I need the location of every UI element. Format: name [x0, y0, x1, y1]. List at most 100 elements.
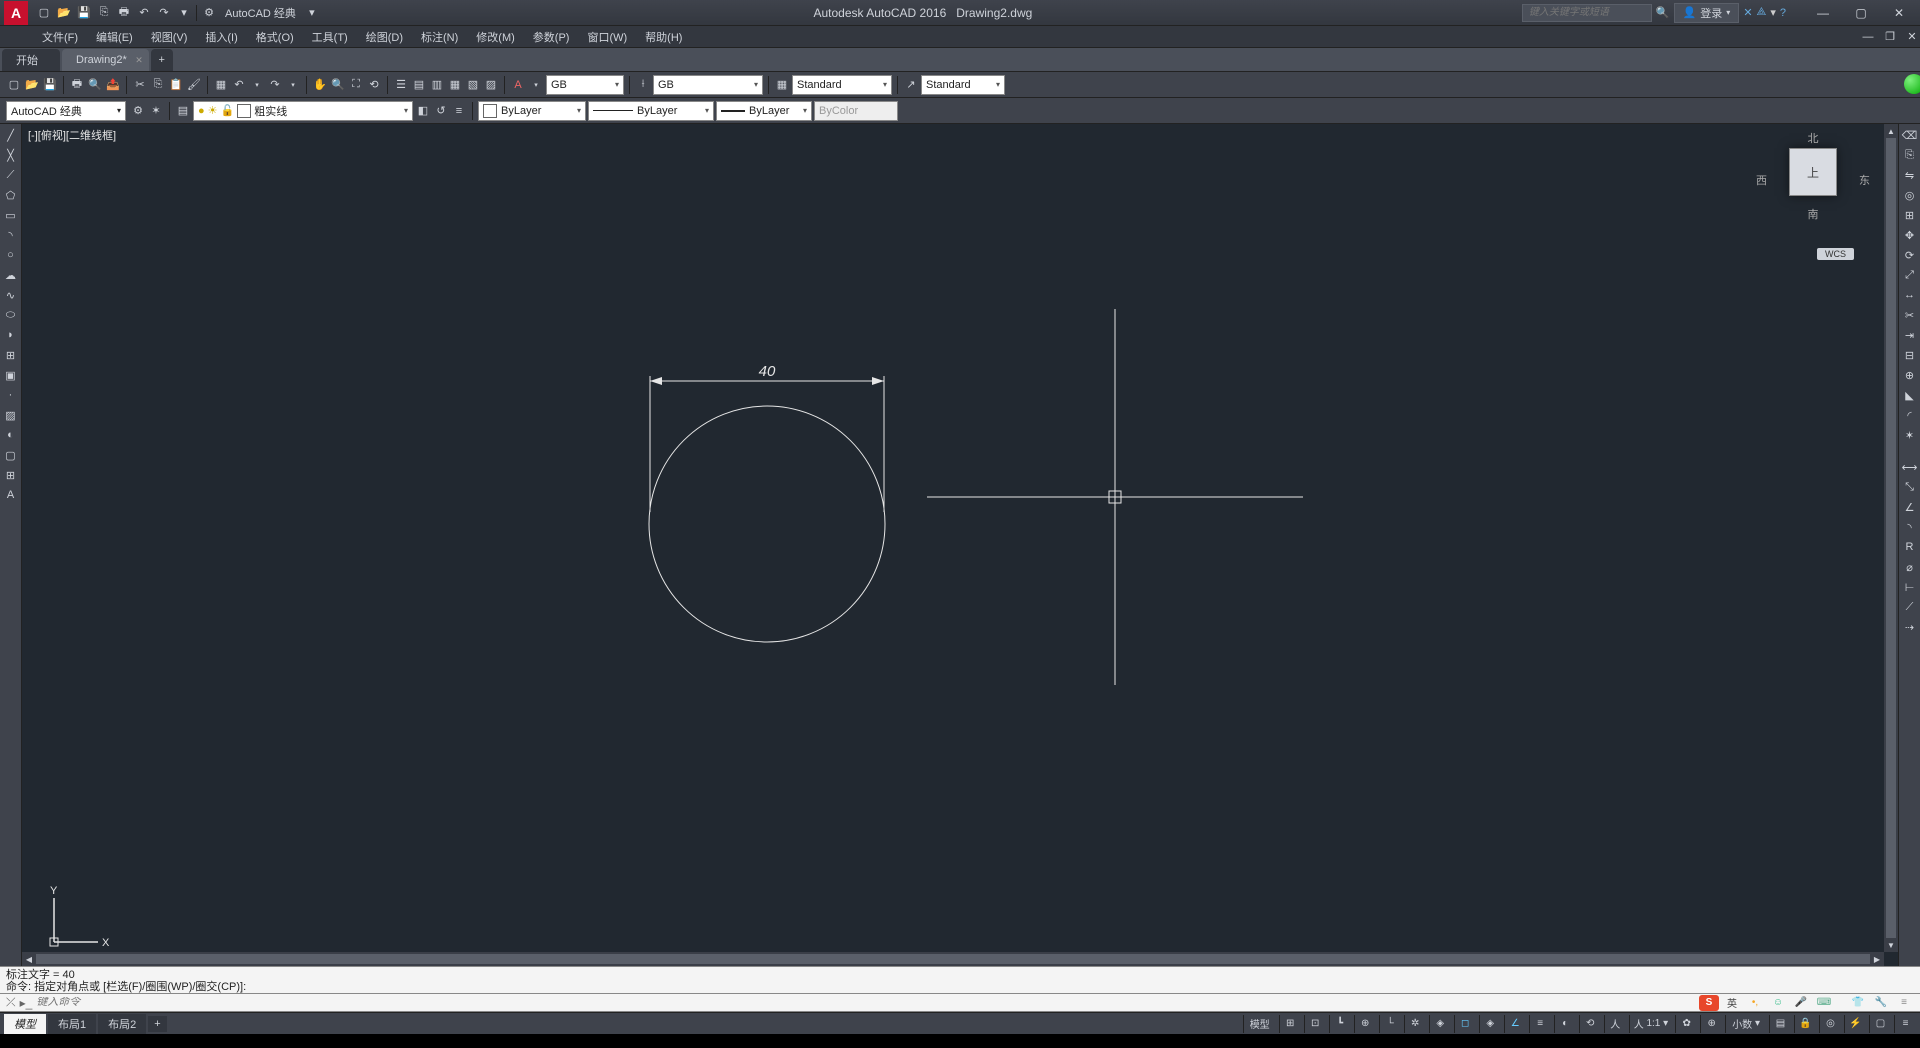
tab-close-icon[interactable]: ✕	[135, 55, 143, 66]
workspace-gear-icon[interactable]: ⚙	[201, 5, 217, 21]
otrack-icon[interactable]: ∠	[1504, 1015, 1526, 1033]
new-icon[interactable]: ▢	[36, 5, 52, 21]
scroll-thumb-h[interactable]	[36, 954, 1870, 964]
matchprop-icon[interactable]: 🖌	[186, 77, 202, 93]
ime-punct-icon[interactable]: •,	[1745, 995, 1765, 1011]
menu-modify[interactable]: 修改(M)	[470, 27, 521, 47]
spline-icon[interactable]: ∿	[2, 286, 20, 304]
tp-icon[interactable]: ▥	[429, 77, 445, 93]
selection-cycle-icon[interactable]: ⟲	[1579, 1015, 1601, 1033]
stretch-icon[interactable]: ↔	[1901, 286, 1919, 304]
lwt-icon[interactable]: ≡	[1529, 1015, 1551, 1033]
doc-restore-icon[interactable]: ❐	[1882, 29, 1898, 45]
chamfer-icon[interactable]: ◣	[1901, 386, 1919, 404]
wcs-badge[interactable]: WCS	[1817, 248, 1854, 260]
scroll-right-icon[interactable]: ▶	[1870, 952, 1884, 966]
cut-icon[interactable]: ✂	[132, 77, 148, 93]
ime-tool-icon[interactable]: 🔧	[1871, 995, 1891, 1011]
array-icon[interactable]: ⊞	[1901, 206, 1919, 224]
menu-edit[interactable]: 编辑(E)	[90, 27, 139, 47]
search-icon[interactable]: 🔍	[1656, 6, 1670, 19]
wssave-icon[interactable]: ✶	[148, 103, 164, 119]
tablestyle-icon[interactable]: ▦	[774, 77, 790, 93]
dimstyle-dropdown[interactable]: GB▾	[653, 75, 763, 95]
textstyle-icon[interactable]: A	[510, 77, 526, 93]
region-icon[interactable]: ▢	[2, 446, 20, 464]
zoom-icon[interactable]: 🔍	[330, 77, 346, 93]
view-cube[interactable]: 北 西 上 东 南	[1758, 130, 1868, 240]
menu-parametric[interactable]: 参数(P)	[527, 27, 576, 47]
menu-draw[interactable]: 绘图(D)	[360, 27, 409, 47]
dim-aligned-icon[interactable]: ⤡	[1901, 478, 1919, 496]
ime-menu-icon[interactable]: ≡	[1894, 995, 1914, 1011]
move-icon[interactable]: ✥	[1901, 226, 1919, 244]
annotation-scale-icon[interactable]: 人	[1604, 1015, 1626, 1033]
layer-dropdown[interactable]: ● ☀ 🔓 粗实线 ▾	[193, 101, 413, 121]
preview-icon[interactable]: 🔍	[87, 77, 103, 93]
textstyle-dropdown[interactable]: GB▾	[546, 75, 624, 95]
viewcube-east[interactable]: 东	[1859, 172, 1870, 188]
polar-icon[interactable]: ✲	[1404, 1015, 1426, 1033]
chevron-down-icon[interactable]: ▾	[249, 77, 265, 93]
markup-icon[interactable]: ▧	[465, 77, 481, 93]
tab-drawing2[interactable]: Drawing2*✕	[62, 49, 149, 71]
menu-tools[interactable]: 工具(T)	[306, 27, 354, 47]
open-icon[interactable]: 📂	[56, 5, 72, 21]
login-button[interactable]: 👤 登录 ▾	[1674, 3, 1740, 23]
zoom-prev-icon[interactable]: ⟲	[366, 77, 382, 93]
layout-2[interactable]: 布局2	[98, 1014, 146, 1034]
explode-icon[interactable]: ✶	[1901, 426, 1919, 444]
line-icon[interactable]: ╱	[2, 126, 20, 144]
redo-icon[interactable]: ↷	[267, 77, 283, 93]
vertical-scrollbar[interactable]: ▲ ▼	[1884, 124, 1898, 952]
plot-icon[interactable]: 🖶	[116, 5, 132, 21]
infer-icon[interactable]: ┗	[1329, 1015, 1351, 1033]
layer-props-icon[interactable]: ▤	[175, 103, 191, 119]
join-icon[interactable]: ⊕	[1901, 366, 1919, 384]
maximize-button[interactable]: ▢	[1844, 2, 1878, 24]
dim-continue-icon[interactable]: ⇢	[1901, 618, 1919, 636]
transparency-icon[interactable]: ◐	[1554, 1015, 1576, 1033]
point-icon[interactable]: ·	[2, 386, 20, 404]
dim-angular-icon[interactable]: ∠	[1901, 498, 1919, 516]
dc-icon[interactable]: ▤	[411, 77, 427, 93]
viewcube-north[interactable]: 北	[1758, 130, 1868, 146]
linetype-dropdown[interactable]: ByLayer▾	[588, 101, 714, 121]
3dosnap-icon[interactable]: ◈	[1479, 1015, 1501, 1033]
workspace-gear-icon[interactable]: ✿	[1675, 1015, 1697, 1033]
hatch-icon[interactable]: ▨	[2, 406, 20, 424]
isolate-icon[interactable]: ◎	[1819, 1015, 1841, 1033]
modelspace-toggle[interactable]: 模型	[1243, 1015, 1276, 1033]
erase-icon[interactable]: ⌫	[1901, 126, 1919, 144]
lineweight-dropdown[interactable]: ByLayer▾	[716, 101, 812, 121]
block-icon[interactable]: ▦	[213, 77, 229, 93]
rotate-icon[interactable]: ⟳	[1901, 246, 1919, 264]
properties-icon[interactable]: ☰	[393, 77, 409, 93]
help-dropdown-icon[interactable]: ▾	[1770, 6, 1776, 19]
chevron-down-icon[interactable]: ▾	[528, 77, 544, 93]
plot-icon[interactable]: 🖶	[69, 77, 85, 93]
rectangle-icon[interactable]: ▭	[2, 206, 20, 224]
copy-icon[interactable]: ⎘	[150, 77, 166, 93]
fillet-icon[interactable]: ◜	[1901, 406, 1919, 424]
quickprops-icon[interactable]: ▤	[1769, 1015, 1791, 1033]
mleader-icon[interactable]: ↗	[903, 77, 919, 93]
scale-icon[interactable]: ⤢	[1901, 266, 1919, 284]
menu-view[interactable]: 视图(V)	[145, 27, 194, 47]
menu-insert[interactable]: 插入(I)	[199, 27, 243, 47]
annotation-monitor-icon[interactable]: ⊕	[1700, 1015, 1722, 1033]
workspace-dropdown[interactable]: AutoCAD 经典▾	[6, 101, 126, 121]
menu-window[interactable]: 窗口(W)	[581, 27, 633, 47]
clean-screen-icon[interactable]: ▢	[1869, 1015, 1891, 1033]
paste-icon[interactable]: 📋	[168, 77, 184, 93]
mleader-dropdown[interactable]: Standard▾	[921, 75, 1005, 95]
viewcube-south[interactable]: 南	[1758, 206, 1868, 222]
ime-emoji-icon[interactable]: ☺	[1768, 995, 1788, 1011]
ime-keyboard-icon[interactable]: ⌨	[1814, 995, 1834, 1011]
block-make-icon[interactable]: ▣	[2, 366, 20, 384]
scroll-up-icon[interactable]: ▲	[1884, 124, 1898, 138]
layer-state-icon[interactable]: ≡	[451, 103, 467, 119]
ortho-icon[interactable]: └	[1379, 1015, 1401, 1033]
horizontal-scrollbar[interactable]: ◀ ▶	[22, 952, 1884, 966]
ellipse-icon[interactable]: ⬭	[2, 306, 20, 324]
